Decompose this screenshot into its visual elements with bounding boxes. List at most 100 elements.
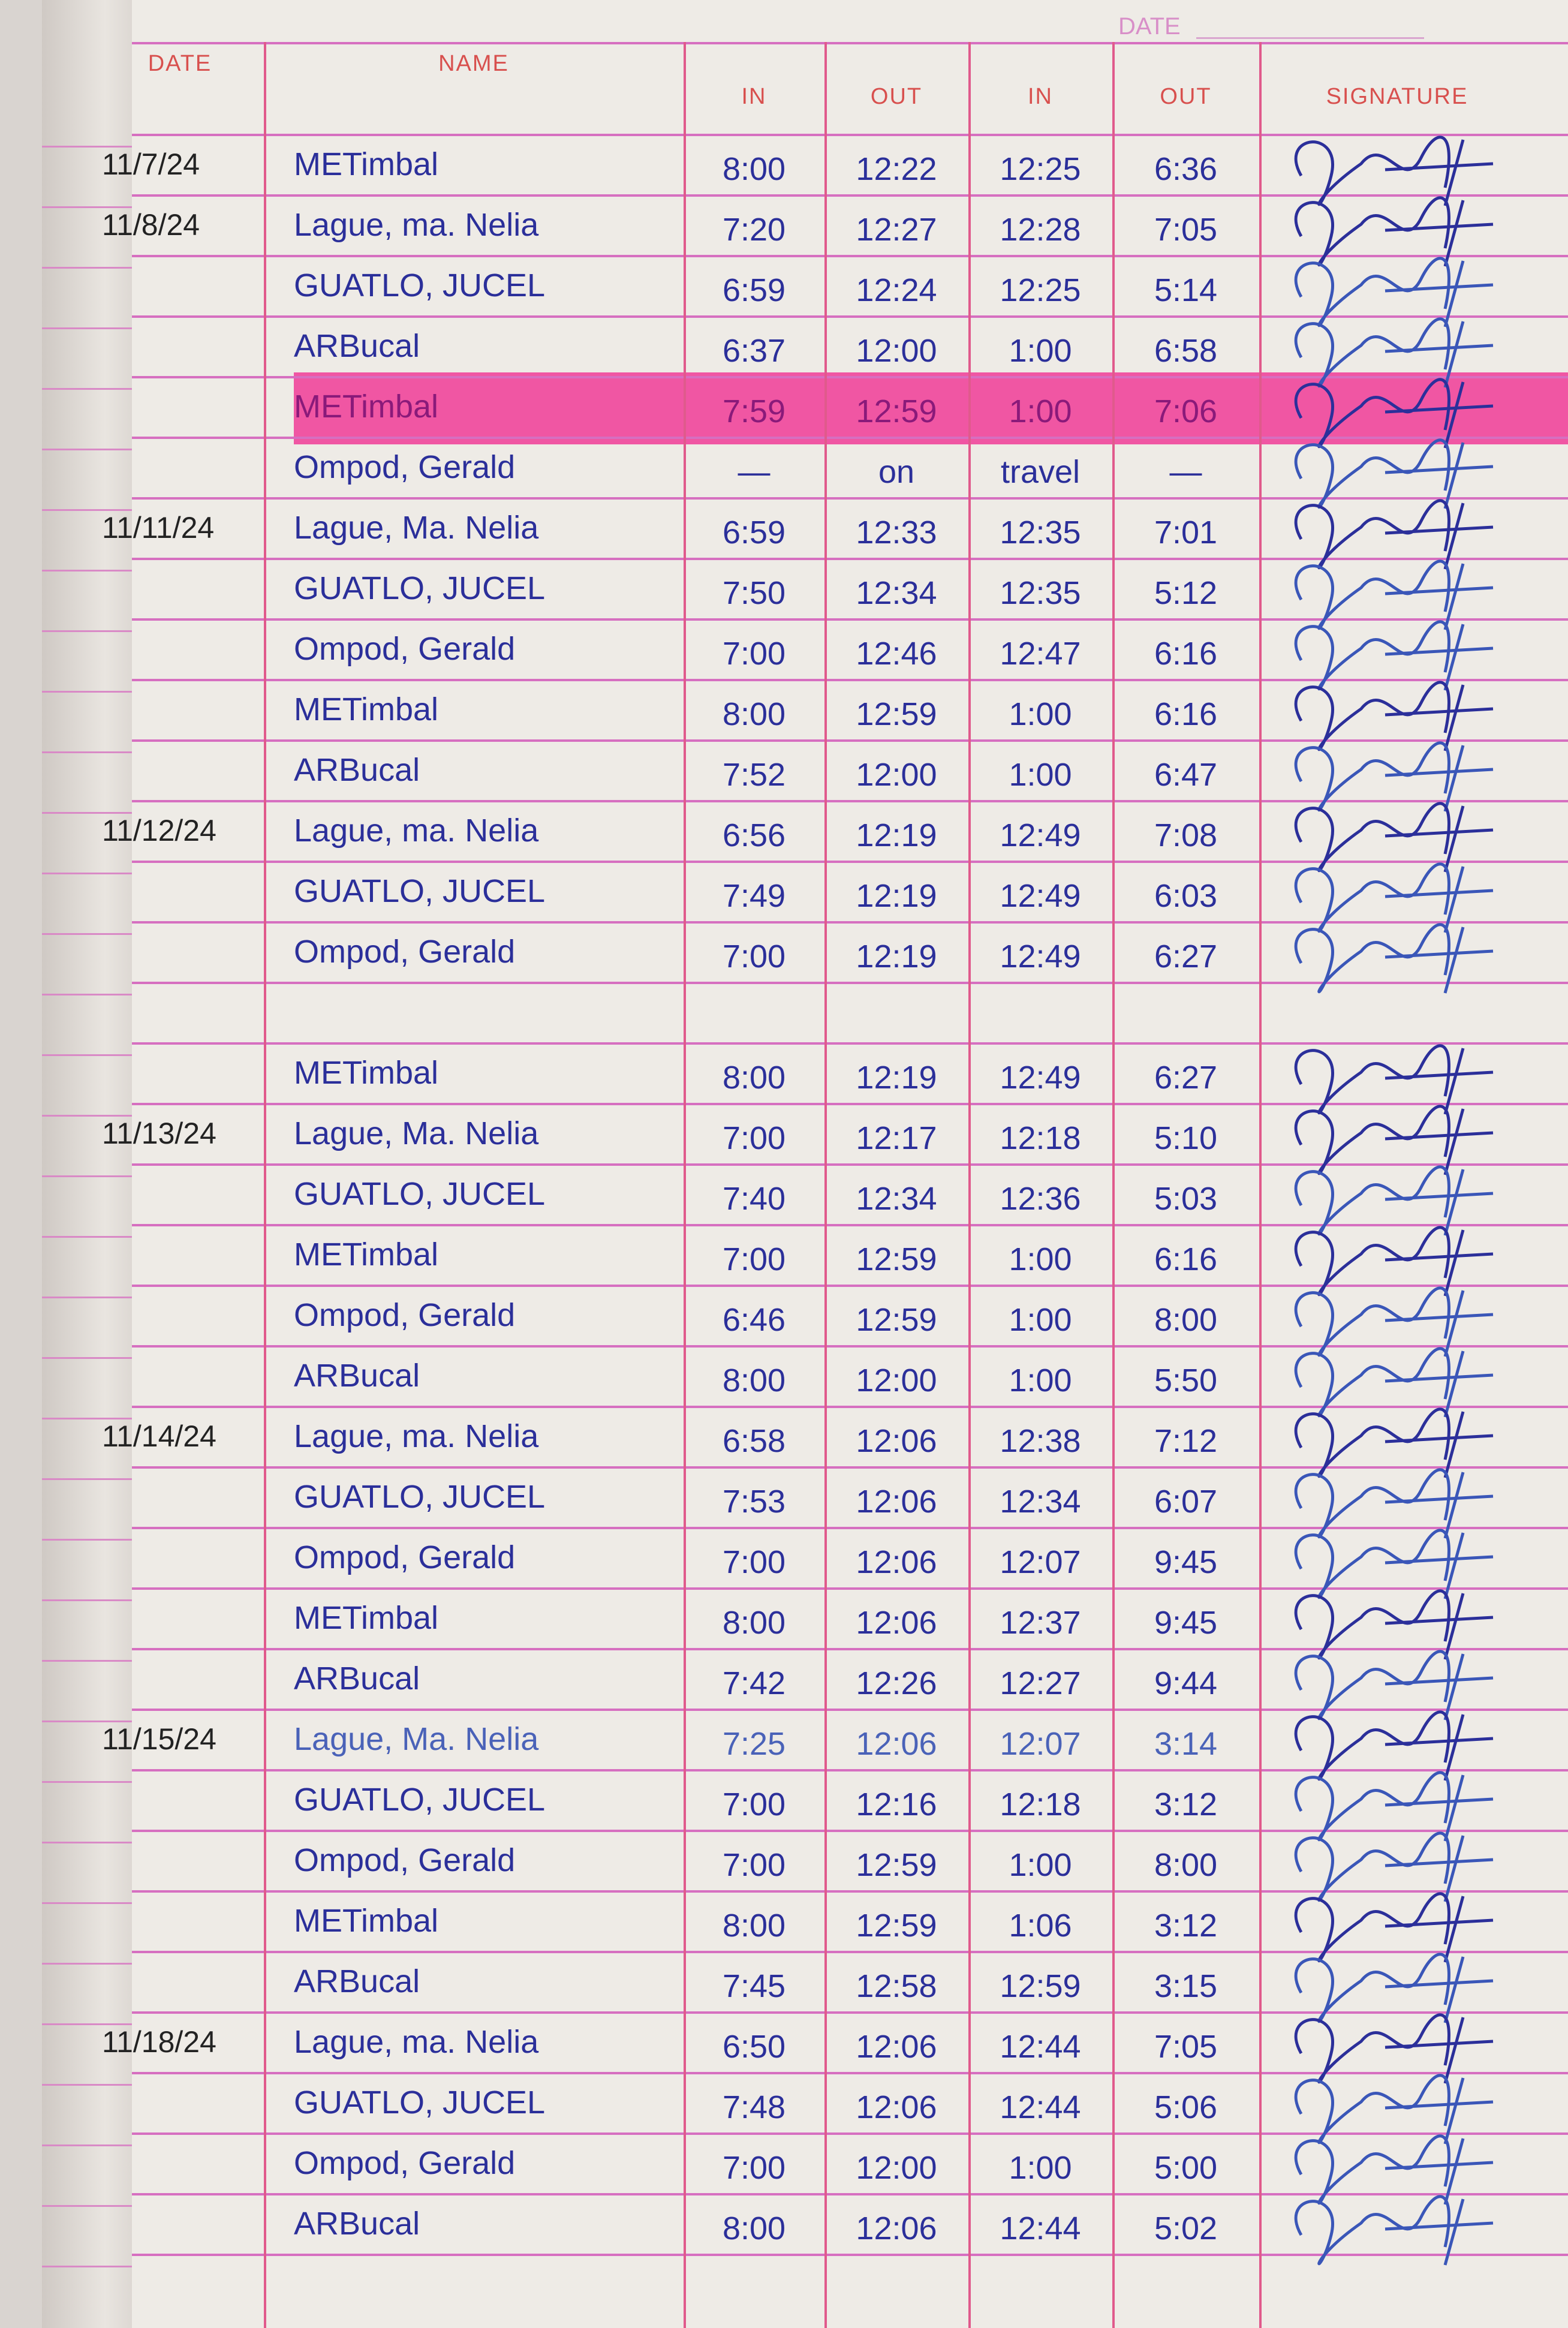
row-time-in2: 12:44 (1000, 2089, 1081, 2125)
row-time-out2: 5:03 (1154, 1180, 1218, 1217)
row-time-in1: 7:59 (722, 393, 786, 429)
row-time-in1: 7:00 (722, 635, 786, 672)
spine-rule (42, 327, 132, 329)
signature-mark (1294, 1710, 1494, 1781)
row-time-out2: 5:14 (1154, 272, 1218, 308)
row-time-in1: 6:58 (722, 1422, 786, 1459)
header-signature: SIGNATURE (1326, 84, 1468, 109)
row-time-out2: 6:27 (1154, 1059, 1218, 1096)
top-date-label: DATE (1118, 13, 1181, 40)
spine-rule (42, 1902, 132, 1904)
rule-line (132, 921, 1568, 924)
row-time-out1: 12:22 (856, 151, 937, 187)
row-name: GUATLO, JUCEL (294, 2084, 546, 2121)
rule-line (132, 437, 1568, 439)
row-time-out1: 12:59 (856, 1301, 937, 1338)
row-time-out1: 12:00 (856, 332, 937, 369)
spine-rule (42, 1781, 132, 1783)
column-line (1112, 42, 1115, 2328)
row-name: ARBucal (294, 1357, 420, 1394)
spine-rule (42, 2084, 132, 2086)
row-time-in1: 7:00 (722, 1241, 786, 1277)
row-time-in1: 8:00 (722, 1362, 786, 1398)
row-time-in2: 1:00 (1009, 1362, 1072, 1398)
rule-line (132, 134, 1568, 136)
column-line (1259, 42, 1262, 2328)
row-time-out1: 12:27 (856, 211, 937, 248)
signature-mark (1294, 438, 1494, 509)
row-name: GUATLO, JUCEL (294, 1781, 546, 1818)
row-name: GUATLO, JUCEL (294, 873, 546, 909)
row-time-in1: 7:00 (722, 1786, 786, 1822)
row-time-in2: travel (1000, 453, 1081, 490)
row-time-in1: 8:00 (722, 2210, 786, 2246)
rule-line (132, 2072, 1568, 2074)
rule-line (132, 1951, 1568, 1953)
row-time-out1: 12:19 (856, 1059, 937, 1096)
row-time-out1: 12:00 (856, 2149, 937, 2186)
row-time-in2: 12:18 (1000, 1786, 1081, 1822)
rule-line (132, 1103, 1568, 1105)
signature-mark (1294, 1953, 1494, 2023)
row-time-in1: 8:00 (722, 696, 786, 732)
spine-rule (42, 2023, 132, 2025)
row-time-in1: 6:46 (722, 1301, 786, 1338)
row-time-in2: 1:06 (1009, 1907, 1072, 1944)
row-time-in1: 6:59 (722, 272, 786, 308)
row-time-in2: 12:25 (1000, 151, 1081, 187)
row-time-in1: 8:00 (722, 151, 786, 187)
row-time-in2: 12:37 (1000, 1604, 1081, 1641)
rule-line (132, 42, 1568, 44)
row-time-out2: 7:08 (1154, 817, 1218, 853)
rule-line (132, 1648, 1568, 1650)
row-time-in2: 12:49 (1000, 817, 1081, 853)
row-time-in1: 7:45 (722, 1968, 786, 2004)
row-name: Ompod, Gerald (294, 1842, 516, 1878)
row-time-in1: 6:59 (722, 514, 786, 551)
signature-mark (1294, 1105, 1494, 1175)
row-time-out1: 12:59 (856, 1241, 937, 1277)
row-time-in2: 1:00 (1009, 1241, 1072, 1277)
signature-mark (1294, 923, 1494, 994)
row-time-in2: 12:44 (1000, 2028, 1081, 2065)
row-time-in2: 12:35 (1000, 575, 1081, 611)
logbook-page: DATE DATE NAME IN OUT IN OUT SIGNATURE 11/7/24 M… (42, 0, 1568, 2328)
row-time-in2: 12:18 (1000, 1120, 1081, 1156)
rule-line (132, 739, 1568, 742)
row-time-in2: 12:44 (1000, 2210, 1081, 2246)
row-time-in2: 12:34 (1000, 1483, 1081, 1520)
row-name: METimbal (294, 146, 439, 182)
row-time-in1: 7:00 (722, 938, 786, 974)
row-date: 11/15/24 (102, 1722, 216, 1756)
row-time-in2: 12:27 (1000, 1665, 1081, 1701)
row-time-in2: 12:38 (1000, 1422, 1081, 1459)
signature-mark (1294, 1347, 1494, 1418)
row-time-out1: 12:06 (856, 1604, 937, 1641)
row-name: ARBucal (294, 751, 420, 788)
row-time-out1: 12:19 (856, 938, 937, 974)
row-name: ARBucal (294, 1660, 420, 1697)
rule-line (132, 982, 1568, 984)
rule-line (132, 1709, 1568, 1711)
row-name: Ompod, Gerald (294, 1539, 516, 1575)
row-time-out1: 12:59 (856, 1907, 937, 1944)
row-time-out2: 7:01 (1154, 514, 1218, 551)
signature-mark (1294, 1892, 1494, 1963)
header-out-pm: OUT (1160, 84, 1212, 109)
spine-rule (42, 1721, 132, 1722)
row-time-out2: 5:02 (1154, 2210, 1218, 2246)
rule-line (132, 255, 1568, 257)
signature-mark (1294, 620, 1494, 691)
row-name: Lague, Ma. Nelia (294, 509, 539, 546)
spine-rule (42, 1357, 132, 1359)
row-time-out1: on (878, 453, 915, 490)
row-name: METimbal (294, 1054, 439, 1091)
spine-rule (42, 812, 132, 814)
rule-line (132, 2011, 1568, 2014)
row-name: ARBucal (294, 1963, 420, 1999)
spine-rule (42, 1175, 132, 1177)
rule-line (132, 1769, 1568, 1771)
rule-line (132, 1830, 1568, 1832)
row-name: Lague, ma. Nelia (294, 206, 539, 243)
row-time-out1: 12:19 (856, 877, 937, 914)
